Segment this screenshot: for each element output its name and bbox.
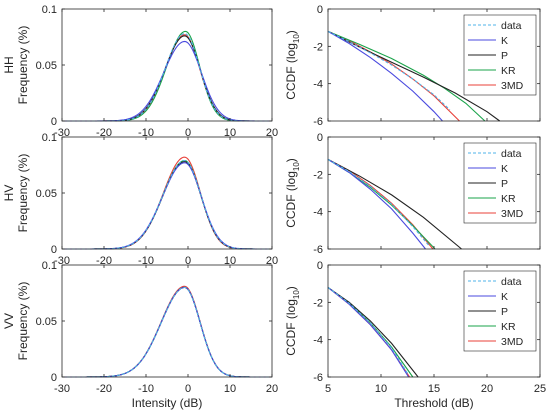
x-tick-label: 5 (325, 383, 331, 395)
series-line-p (327, 158, 462, 250)
legend-label: 3MD (501, 336, 524, 348)
x-tick-label: 20 (266, 383, 278, 395)
y-tick-label: 0 (317, 4, 323, 16)
legend-label: P (501, 178, 508, 190)
ccdf-panel-vv: 5 10 15 20 25 -6 -4 -2 0 CCDF (log10) data KP KR 3MD (284, 260, 546, 395)
series-line-data (327, 286, 408, 374)
left-x-axis-label: Intensity (dB) (132, 396, 203, 410)
legend-box (463, 142, 537, 224)
x-tick-label: -30 (54, 127, 70, 139)
x-tick-label: 10 (224, 127, 236, 139)
series-line-data (327, 158, 430, 246)
y-tick-label: -2 (313, 297, 323, 309)
legend-label: K (501, 163, 508, 175)
x-tick-label: 10 (224, 383, 236, 395)
ccdf-panel-hv: -6 -4 -2 0 CCDF (log10) data KP KR 3MD (284, 132, 541, 256)
y-tick-label: 0.1 (42, 260, 57, 272)
y-tick-label: -6 (313, 372, 323, 384)
y-axis-label: CCDF (log10) (284, 286, 301, 356)
y-tick-label: 0 (317, 260, 323, 272)
y-tick-label: -4 (313, 79, 323, 91)
y-tick-label: -6 (313, 116, 323, 128)
x-tick-label: 20 (266, 127, 278, 139)
legend-label: data (501, 20, 522, 32)
row-label: VV (2, 313, 16, 329)
series-line-3md (327, 30, 460, 122)
x-tick-label: 20 (481, 383, 493, 395)
x-tick-label: -10 (138, 255, 154, 267)
x-tick-label: -20 (96, 127, 112, 139)
x-tick-label: 0 (185, 255, 191, 267)
x-tick-label: -30 (54, 383, 70, 395)
y-tick-label: 0.05 (36, 316, 57, 328)
legend-label: P (501, 306, 508, 318)
right-x-axis-label: Threshold (dB) (394, 396, 473, 410)
legend-label: 3MD (501, 208, 524, 220)
x-tick-label: 20 (266, 255, 278, 267)
legend-label: 3MD (501, 80, 524, 92)
legend: data KP KR 3MD (463, 14, 537, 96)
y-tick-label: -2 (313, 41, 323, 53)
legend-label: K (501, 291, 508, 303)
legend-label: KR (501, 65, 516, 77)
ccdf-panel-hh: -6 -4 -2 0 CCDF (log10) data KP KR 3MD (284, 4, 541, 128)
x-tick-label: 0 (185, 383, 191, 395)
frequency-panel-hv: -30 -20 -10 0 10 20 0 0.05 0.1 HV Frequency (%) (2, 132, 278, 267)
x-tick-label: -20 (96, 383, 112, 395)
y-tick-label: 0.1 (42, 132, 57, 144)
legend-label: KR (501, 321, 516, 333)
y-axis-label: CCDF (log10) (284, 30, 301, 100)
series-line-k (327, 286, 410, 378)
x-tick-label: -10 (138, 127, 154, 139)
plot-area (62, 137, 272, 249)
x-tick-label: -20 (96, 255, 112, 267)
legend-label: data (501, 148, 522, 160)
plot-area (62, 265, 272, 377)
x-tick-label: 0 (185, 127, 191, 139)
y-tick-label: -4 (313, 207, 323, 219)
legend-label: K (501, 35, 508, 47)
series-line-k (327, 158, 426, 250)
y-tick-label: -6 (313, 244, 323, 256)
x-tick-label: 15 (428, 383, 440, 395)
x-tick-label: -30 (54, 255, 70, 267)
legend: data KP KR 3MD (463, 270, 537, 352)
series-line-k (327, 30, 443, 122)
series-line-kr (327, 30, 486, 122)
y-tick-label: 0 (51, 116, 57, 128)
y-axis-label: Frequency (%) (16, 154, 30, 233)
frequency-panel-hh: -30 -20 -10 0 10 20 0 0.05 0.1 HH Frequency (%) (2, 4, 278, 139)
row-label: HV (2, 185, 16, 202)
y-tick-label: 0 (317, 132, 323, 144)
y-tick-label: 0 (51, 244, 57, 256)
y-axis-label: Frequency (%) (16, 26, 30, 105)
x-tick-label: -10 (138, 383, 154, 395)
y-tick-label: 0.05 (36, 60, 57, 72)
legend-label: P (501, 50, 508, 62)
row-label: HH (2, 56, 16, 73)
series-line-data (327, 30, 451, 111)
y-tick-label: -4 (313, 335, 323, 347)
legend-label: data (501, 276, 522, 288)
x-tick-label: 10 (224, 255, 236, 267)
frequency-panel-vv: -30 -20 -10 0 10 20 0 0.05 0.1 VV Frequency (%) (2, 260, 278, 395)
y-tick-label: 0.05 (36, 188, 57, 200)
y-axis-label: CCDF (log10) (284, 158, 301, 228)
legend: data KP KR 3MD (463, 142, 537, 224)
legend-label: KR (501, 193, 516, 205)
y-tick-label: 0.1 (42, 4, 57, 16)
y-tick-label: 0 (51, 372, 57, 384)
x-tick-label: 25 (534, 383, 546, 395)
y-tick-label: -2 (313, 169, 323, 181)
y-axis-label: Frequency (%) (16, 282, 30, 361)
x-tick-label: 10 (375, 383, 387, 395)
